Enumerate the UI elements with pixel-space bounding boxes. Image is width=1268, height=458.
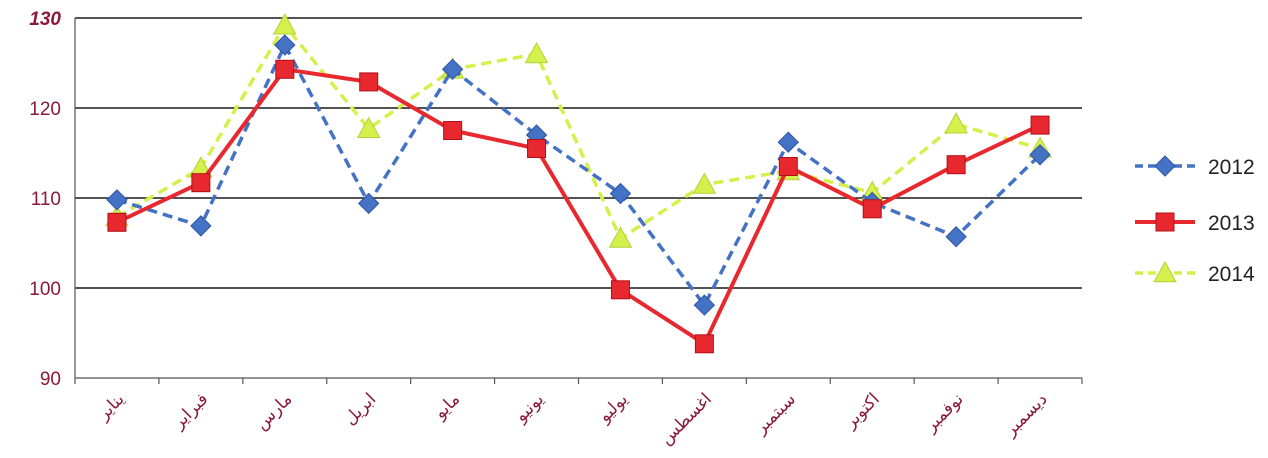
data-point-2013: [946, 155, 966, 175]
legend-label: 2014: [1208, 263, 1255, 286]
data-point-2013: [443, 121, 463, 140]
y-tick-label: 90: [40, 369, 61, 390]
x-axis: يناير فبراير مارس ابريل مايو يونيو يوليو اغسطس س…: [74, 377, 1083, 449]
series-2014: [105, 13, 1052, 248]
x-tick-label: يوليو: [594, 389, 632, 427]
legend-item-2013: 2013: [1135, 212, 1255, 235]
x-tick-label: يونيو: [510, 389, 548, 427]
data-point-2014: [356, 116, 381, 138]
x-tick-label: نوفمبر: [920, 389, 967, 436]
x-tick-label: اغسطس: [656, 389, 716, 449]
x-tick-label: يناير: [93, 389, 129, 425]
series-2012: [106, 34, 1051, 316]
legend-item-2014: 2014: [1135, 260, 1255, 286]
x-tick-label: مايو: [430, 389, 465, 424]
legend-marker: [1153, 260, 1177, 283]
data-point-2012: [693, 294, 716, 316]
gridlines: [75, 17, 1082, 289]
series-line-2012: [116, 43, 1042, 307]
x-tick-label: ابريل: [340, 389, 380, 429]
data-point-2012: [274, 34, 296, 56]
data-point-2013: [359, 72, 379, 92]
data-point-2014: [692, 172, 717, 194]
data-point-2013: [527, 139, 547, 158]
data-point-2013: [1030, 115, 1050, 135]
legend-item-2012: 2012: [1135, 155, 1255, 179]
legend: 2012 2013 2014: [1135, 155, 1255, 286]
y-tick-label: 120: [29, 99, 61, 120]
data-point-2013: [191, 173, 211, 193]
series-2013: [107, 59, 1050, 354]
data-point-2014: [524, 41, 549, 64]
data-point-2012: [777, 131, 799, 153]
x-tick-label: ديسمبر: [1000, 389, 1051, 440]
legend-label: 2012: [1208, 156, 1255, 179]
data-point-2013: [610, 280, 630, 300]
data-point-2013: [107, 212, 127, 232]
series-layer: [105, 13, 1052, 354]
series-line-2013: [116, 67, 1041, 346]
x-tick-label: مارس: [252, 389, 297, 434]
x-tick-label: فبراير: [168, 389, 212, 433]
data-point-2013: [275, 59, 295, 79]
data-point-2012: [945, 225, 967, 248]
data-point-2013: [862, 199, 882, 219]
y-tick-label: 130: [29, 9, 61, 30]
y-tick-label: 100: [29, 279, 61, 300]
data-point-2014: [272, 13, 297, 35]
data-point-2014: [608, 226, 633, 248]
x-tick-label: سبتمبر: [750, 389, 799, 438]
legend-label: 2013: [1208, 212, 1255, 235]
y-axis: 90 100 110 120 130: [29, 9, 76, 390]
series-line-2014: [116, 23, 1041, 241]
data-point-2012: [441, 58, 464, 81]
x-tick-label: اكتوبر: [840, 389, 884, 433]
data-point-2012: [190, 215, 212, 237]
y-tick-label: 110: [31, 189, 61, 210]
legend-marker: [1155, 212, 1175, 232]
data-point-2013: [778, 157, 798, 176]
legend-marker: [1154, 155, 1176, 177]
data-point-2013: [694, 334, 714, 354]
data-point-2012: [106, 189, 128, 211]
data-point-2012: [358, 192, 380, 215]
data-point-2012: [1029, 144, 1051, 166]
data-point-2012: [609, 182, 632, 205]
data-point-2014: [944, 112, 968, 134]
